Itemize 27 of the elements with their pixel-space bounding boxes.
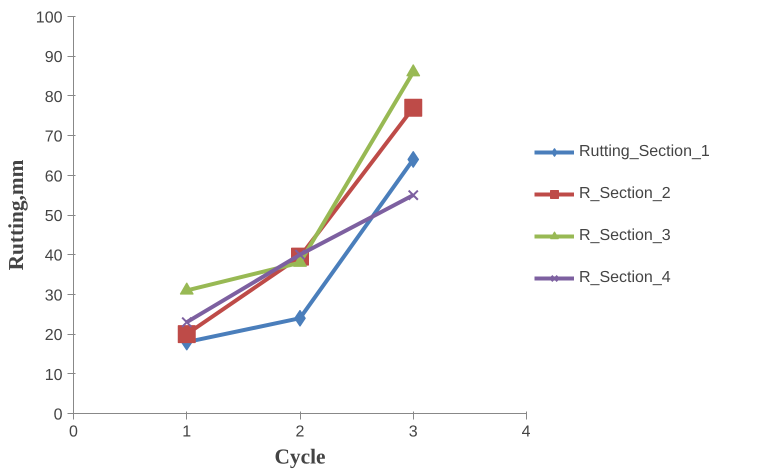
- point: [407, 150, 420, 168]
- legend-label: R_Section_2: [579, 184, 671, 202]
- legend-label: R_Section_4: [579, 268, 671, 286]
- y-tick-label: 10: [44, 366, 63, 384]
- x-tick-label: 0: [69, 424, 78, 440]
- legend-label: R_Section_3: [579, 226, 671, 244]
- point: [181, 316, 192, 328]
- x-tick-label: 2: [296, 424, 305, 440]
- y-tick-label: 20: [44, 327, 63, 344]
- y-axis-title: Rutting,mm: [4, 159, 28, 270]
- y-tick-label: 90: [44, 49, 63, 66]
- x-tick-label: 3: [408, 424, 418, 440]
- y-tick-label: 30: [44, 287, 63, 304]
- point: [404, 98, 422, 117]
- legend-label: Rutting_Section_1: [579, 142, 710, 160]
- x-tick-label: 4: [522, 424, 531, 440]
- point: [408, 190, 419, 201]
- y-tick-label: 50: [44, 208, 63, 225]
- x-axis-title: Cycle: [274, 444, 326, 468]
- point: [178, 325, 196, 344]
- y-tick-label: 80: [44, 88, 63, 106]
- y-tick-label: 70: [44, 128, 63, 146]
- x-tick-label: 1: [182, 424, 192, 440]
- y-tick-label: 100: [36, 10, 63, 26]
- y-tick-label: 0: [54, 406, 63, 424]
- y-tick-label: 40: [44, 248, 63, 265]
- y-tick-label: 60: [44, 168, 63, 186]
